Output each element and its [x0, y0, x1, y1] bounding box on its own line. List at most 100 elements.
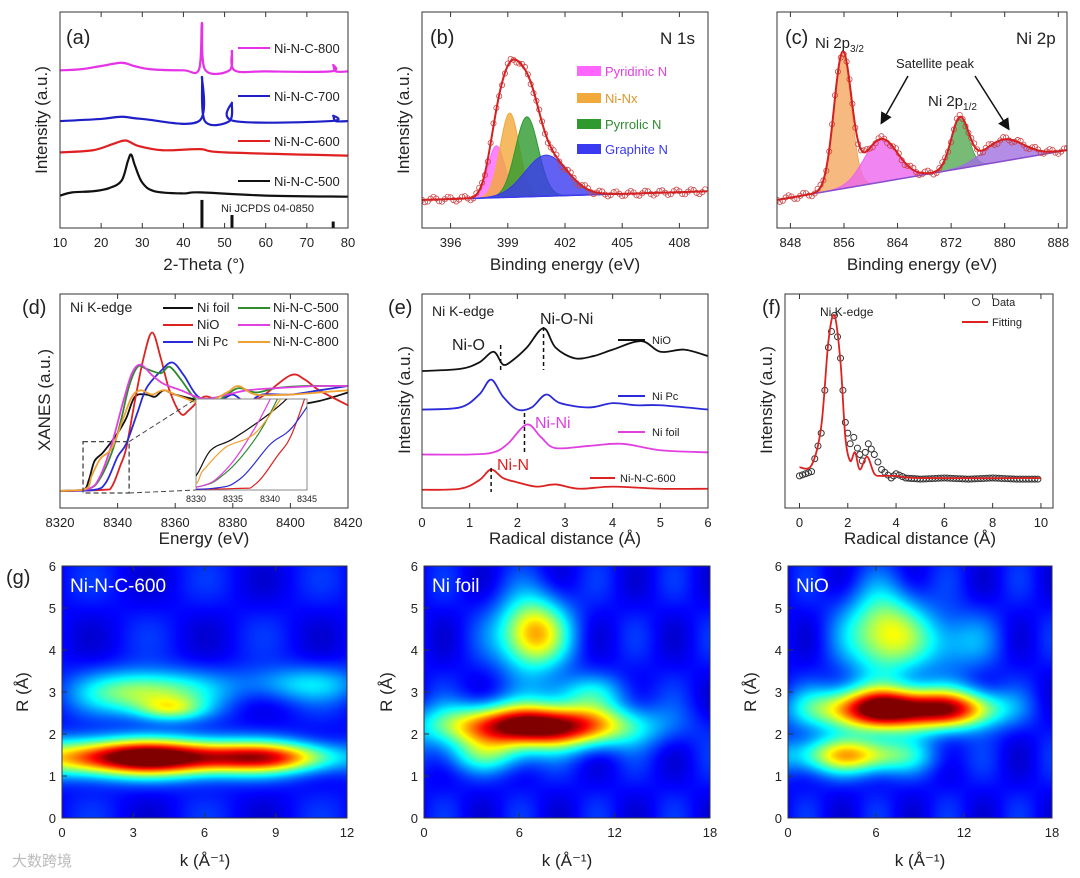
data-point: [795, 472, 803, 480]
g3-ylabel: R (Å): [741, 672, 760, 712]
y-tick-label: 5: [49, 601, 56, 616]
y-tick-label: 4: [411, 643, 418, 658]
x-tick-label: 3: [130, 825, 137, 840]
legend-label: Ni-N-C-600: [620, 473, 676, 485]
data-point: [846, 440, 854, 448]
plot-area-a: [60, 21, 348, 228]
y-tick-label: 3: [411, 685, 418, 700]
x-tick-label: 12: [607, 825, 621, 840]
x-tick-label: 18: [1045, 825, 1059, 840]
c-annotation-p32: Ni 2p3/2: [815, 35, 864, 55]
e-ylabel: Intensity (a.u.): [395, 346, 414, 454]
inset-series-Ni-N-C-500: [196, 399, 279, 488]
inset-series-NiO: [196, 399, 306, 490]
plot-area-e: [422, 327, 708, 491]
legend-label: Ni-N-C-700: [274, 89, 340, 104]
series-line-Ni-N-C-500: [60, 153, 348, 198]
g3-title: NiO: [796, 576, 829, 597]
heatmap-g1: [62, 566, 347, 818]
legend-swatch: [577, 66, 601, 76]
annotation-sub: 3/2: [850, 44, 864, 55]
c-annotation-p12: Ni 2p1/2: [928, 93, 977, 113]
axes-frame-f: [784, 293, 1054, 509]
inset-series-Ni foil: [196, 399, 288, 477]
d-legend: Ni foil NiO Ni Pc Ni-N-C-500 Ni-N-C-600 …: [163, 300, 339, 349]
x-tick-label: 6: [704, 515, 711, 530]
series-line-Ni-N-C-600: [422, 468, 708, 491]
watermark-logo: 大数跨境: [12, 852, 72, 870]
panel-label-a: (a): [66, 27, 90, 49]
x-tick-label: 2: [514, 515, 521, 530]
data-point: [850, 433, 858, 441]
series-line-Ni-N-C-600: [60, 363, 348, 492]
data-point: [936, 164, 943, 171]
series-line-Ni-N-C-700: [60, 75, 348, 127]
axes-frame-a: [59, 11, 349, 229]
data-point: [799, 471, 807, 479]
data-point: [570, 174, 577, 181]
c-title: Ni 2p: [1016, 29, 1056, 48]
y-tick-label: 2: [411, 727, 418, 742]
legend-label: Data: [992, 297, 1016, 309]
data-point: [866, 145, 873, 152]
data-point: [904, 162, 911, 169]
data-point: [867, 445, 875, 453]
inset: 8330 8335 8340 8345: [82, 398, 317, 504]
x-tick-label: 20: [94, 235, 108, 250]
d-xlabel: Energy (eV): [159, 529, 250, 548]
zoom-connector: [128, 398, 197, 443]
y-tick-label: 5: [775, 601, 782, 616]
inset-tick-label: 8330: [186, 494, 206, 504]
g2-xlabel: k (Å⁻¹): [542, 851, 593, 870]
x-tick-label: 0: [784, 825, 791, 840]
legend-swatch: [577, 119, 601, 129]
data-point: [693, 189, 700, 196]
data-point: [870, 451, 878, 458]
y-tick-label: 0: [49, 811, 56, 826]
x-tick-label: 12: [957, 825, 971, 840]
x-tick-label: 399: [497, 235, 519, 250]
x-tick-label: 8340: [103, 515, 132, 530]
x-tick-label: 10: [53, 235, 67, 250]
y-tick-label: 5: [411, 601, 418, 616]
annotation-main: Ni 2p: [815, 35, 850, 52]
c-annotation-satellite: Satellite peak: [896, 56, 975, 71]
x-tick-label: 396: [440, 235, 462, 250]
legend-label: Ni-N-C-500: [274, 174, 340, 189]
data-point: [450, 197, 457, 204]
x-tick-label: 6: [941, 515, 948, 530]
x-tick-label: 8420: [334, 515, 363, 530]
x-tick-label: 0: [58, 825, 65, 840]
x-tick-label: 880: [994, 235, 1016, 250]
legend-label: NiO: [652, 335, 671, 347]
axes-frame-c: [776, 11, 1068, 229]
chart-a: 10 20 30 40 50 60 70 80: [53, 11, 355, 250]
y-tick-label: 4: [49, 643, 56, 658]
inset-series-Ni Pc: [196, 405, 307, 490]
x-tick-label: 10: [1034, 515, 1048, 530]
g1-ylabel: R (Å): [13, 672, 32, 712]
y-tick-label: 6: [775, 559, 782, 574]
x-tick-label: 848: [780, 235, 802, 250]
inset-tick-label: 8345: [297, 494, 317, 504]
envelope-fit: [777, 50, 1067, 201]
y-tick-label: 3: [775, 685, 782, 700]
y-tick-label: 6: [49, 559, 56, 574]
a-xlabel: 2-Theta (°): [163, 255, 244, 274]
data-point: [1034, 475, 1042, 483]
data-point: [556, 158, 563, 165]
e-annotation: Ni-Ni: [535, 415, 571, 432]
x-tick-label: 70: [300, 235, 314, 250]
d-title: Ni K-edge: [70, 299, 132, 315]
legend-label: Ni-Nx: [605, 91, 638, 106]
data-point: [864, 440, 872, 448]
legend-label: Ni-N-C-500: [273, 300, 339, 315]
y-tick-label: 1: [775, 769, 782, 784]
y-tick-label: 2: [49, 727, 56, 742]
y-tick-label: 1: [49, 769, 56, 784]
data-point: [670, 188, 677, 195]
g1-xlabel: k (Å⁻¹): [180, 851, 231, 870]
axes-frame-g2: [423, 565, 711, 819]
